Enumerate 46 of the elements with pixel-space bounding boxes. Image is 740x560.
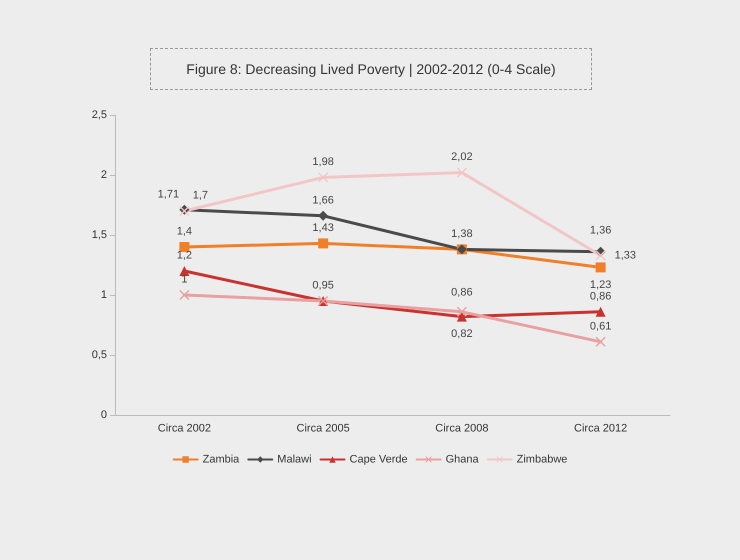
x-tick-label: Circa 2002 xyxy=(158,422,211,434)
point xyxy=(596,336,606,347)
point xyxy=(318,172,328,182)
y-tick-label: 0 xyxy=(100,409,107,421)
point xyxy=(318,238,328,248)
data-label: 1,66 xyxy=(312,194,334,206)
y-tick-label: 2,5 xyxy=(92,109,107,121)
data-label: 1,98 xyxy=(312,156,334,168)
data-label: 0,86 xyxy=(451,286,473,298)
data-label: 1,4 xyxy=(176,226,192,238)
point xyxy=(456,312,467,322)
point xyxy=(456,168,467,178)
data-label: 0,82 xyxy=(451,328,473,340)
y-tick-label: 1,5 xyxy=(92,229,107,241)
legend-label: Zimbabwe xyxy=(516,454,568,466)
data-label: 1,36 xyxy=(590,224,612,236)
data-label: 2,02 xyxy=(451,151,473,164)
point xyxy=(596,250,606,260)
y-tick-label: 1 xyxy=(100,289,107,301)
x-tick-label: Circa 2012 xyxy=(574,422,628,434)
data-label: 1,38 xyxy=(451,228,473,240)
point xyxy=(456,306,467,317)
data-label: 1,71 xyxy=(158,188,180,200)
data-label: 1,23 xyxy=(590,278,612,291)
data-label: 1,7 xyxy=(192,190,208,202)
legend-label: Ghana xyxy=(446,454,480,466)
x-tick-label: Circa 2008 xyxy=(435,422,488,434)
point xyxy=(179,266,190,276)
point xyxy=(179,290,190,300)
data-label: 0,95 xyxy=(312,280,334,292)
legend-label: Malawi xyxy=(277,454,312,466)
point xyxy=(596,262,606,272)
legend-label: Cape Verde xyxy=(350,454,408,466)
point xyxy=(596,306,606,317)
data-label: 1 xyxy=(181,274,188,286)
data-label: 1,33 xyxy=(614,249,636,262)
legend-label: Zambia xyxy=(202,454,240,466)
y-tick-label: 2 xyxy=(100,169,107,181)
data-label: 1,2 xyxy=(176,250,192,262)
data-label: 0,86 xyxy=(590,290,612,302)
data-label: 0,61 xyxy=(590,320,612,332)
point xyxy=(318,210,328,221)
x-tick-label: Circa 2005 xyxy=(296,422,350,434)
data-label: 1,43 xyxy=(312,222,334,234)
y-tick-label: 0,5 xyxy=(92,349,107,361)
chart-title: Figure 8: Decreasing Lived Poverty | 2002-2012 (0-4 Scale) xyxy=(150,48,592,90)
